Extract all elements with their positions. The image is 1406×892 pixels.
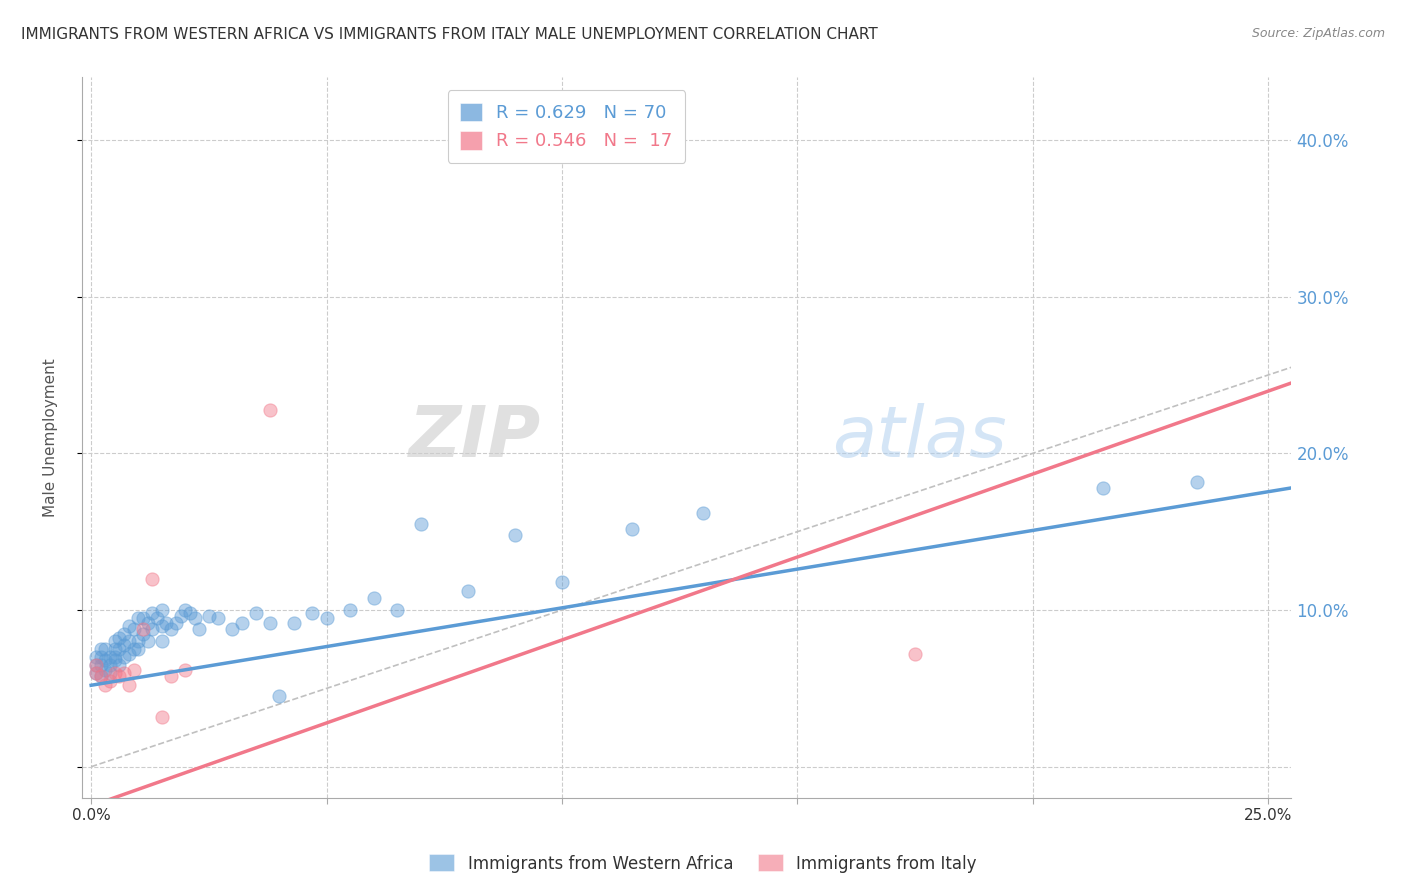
Point xyxy=(118,647,141,661)
Point xyxy=(104,653,127,667)
Point xyxy=(457,584,479,599)
Text: IMMIGRANTS FROM WESTERN AFRICA VS IMMIGRANTS FROM ITALY MALE UNEMPLOYMENT CORREL: IMMIGRANTS FROM WESTERN AFRICA VS IMMIGR… xyxy=(21,27,877,42)
Point xyxy=(108,657,131,672)
Point xyxy=(301,606,323,620)
Y-axis label: Male Unemployment: Male Unemployment xyxy=(44,359,58,517)
Point xyxy=(141,622,163,636)
Point xyxy=(146,611,169,625)
Point xyxy=(165,615,187,630)
Point xyxy=(1187,475,1209,489)
Point xyxy=(385,603,408,617)
Point xyxy=(188,622,211,636)
Point xyxy=(132,622,155,636)
Point xyxy=(259,615,281,630)
Text: atlas: atlas xyxy=(832,403,1007,472)
Point xyxy=(150,709,173,723)
Point xyxy=(94,653,117,667)
Point xyxy=(104,634,127,648)
Point xyxy=(90,657,112,672)
Point xyxy=(245,606,267,620)
Point xyxy=(112,638,135,652)
Point xyxy=(118,619,141,633)
Point xyxy=(104,665,127,680)
Point xyxy=(132,611,155,625)
Point xyxy=(692,506,714,520)
Point xyxy=(118,678,141,692)
Legend: Immigrants from Western Africa, Immigrants from Italy: Immigrants from Western Africa, Immigran… xyxy=(422,847,984,880)
Point xyxy=(141,572,163,586)
Point xyxy=(104,650,127,665)
Point xyxy=(174,663,197,677)
Point xyxy=(90,642,112,657)
Point xyxy=(90,669,112,683)
Legend: R = 0.629   N = 70, R = 0.546   N =  17: R = 0.629 N = 70, R = 0.546 N = 17 xyxy=(447,90,685,163)
Point xyxy=(183,611,205,625)
Point xyxy=(94,663,117,677)
Point xyxy=(98,665,121,680)
Point xyxy=(160,669,183,683)
Point xyxy=(84,665,107,680)
Text: Source: ZipAtlas.com: Source: ZipAtlas.com xyxy=(1251,27,1385,40)
Point xyxy=(98,673,121,688)
Point xyxy=(141,606,163,620)
Point xyxy=(269,690,291,704)
Point xyxy=(108,632,131,646)
Point xyxy=(104,642,127,657)
Point xyxy=(108,642,131,657)
Point xyxy=(84,657,107,672)
Point xyxy=(169,609,191,624)
Point xyxy=(221,622,243,636)
Point xyxy=(132,626,155,640)
Point xyxy=(150,603,173,617)
Point xyxy=(98,650,121,665)
Point xyxy=(84,665,107,680)
Point xyxy=(904,647,927,661)
Point xyxy=(127,634,149,648)
Point xyxy=(108,669,131,683)
Point xyxy=(127,642,149,657)
Point xyxy=(283,615,305,630)
Point xyxy=(127,611,149,625)
Point xyxy=(122,663,145,677)
Point xyxy=(155,615,177,630)
Point xyxy=(90,650,112,665)
Point xyxy=(112,650,135,665)
Point xyxy=(112,665,135,680)
Point xyxy=(503,528,526,542)
Point xyxy=(621,522,644,536)
Point xyxy=(160,622,183,636)
Point xyxy=(174,603,197,617)
Point xyxy=(315,611,337,625)
Point xyxy=(198,609,221,624)
Point xyxy=(122,642,145,657)
Point xyxy=(94,642,117,657)
Point xyxy=(122,622,145,636)
Point xyxy=(150,634,173,648)
Point xyxy=(207,611,229,625)
Point xyxy=(84,650,107,665)
Point xyxy=(90,669,112,683)
Point xyxy=(259,402,281,417)
Point xyxy=(118,634,141,648)
Point xyxy=(551,574,574,589)
Text: ZIP: ZIP xyxy=(409,403,541,472)
Point xyxy=(363,591,385,605)
Point xyxy=(136,634,159,648)
Point xyxy=(339,603,361,617)
Point xyxy=(409,516,432,531)
Point xyxy=(112,626,135,640)
Point xyxy=(136,615,159,630)
Point xyxy=(231,615,253,630)
Point xyxy=(150,619,173,633)
Point xyxy=(179,606,201,620)
Point xyxy=(1092,481,1115,495)
Point xyxy=(98,657,121,672)
Point xyxy=(94,678,117,692)
Point xyxy=(84,657,107,672)
